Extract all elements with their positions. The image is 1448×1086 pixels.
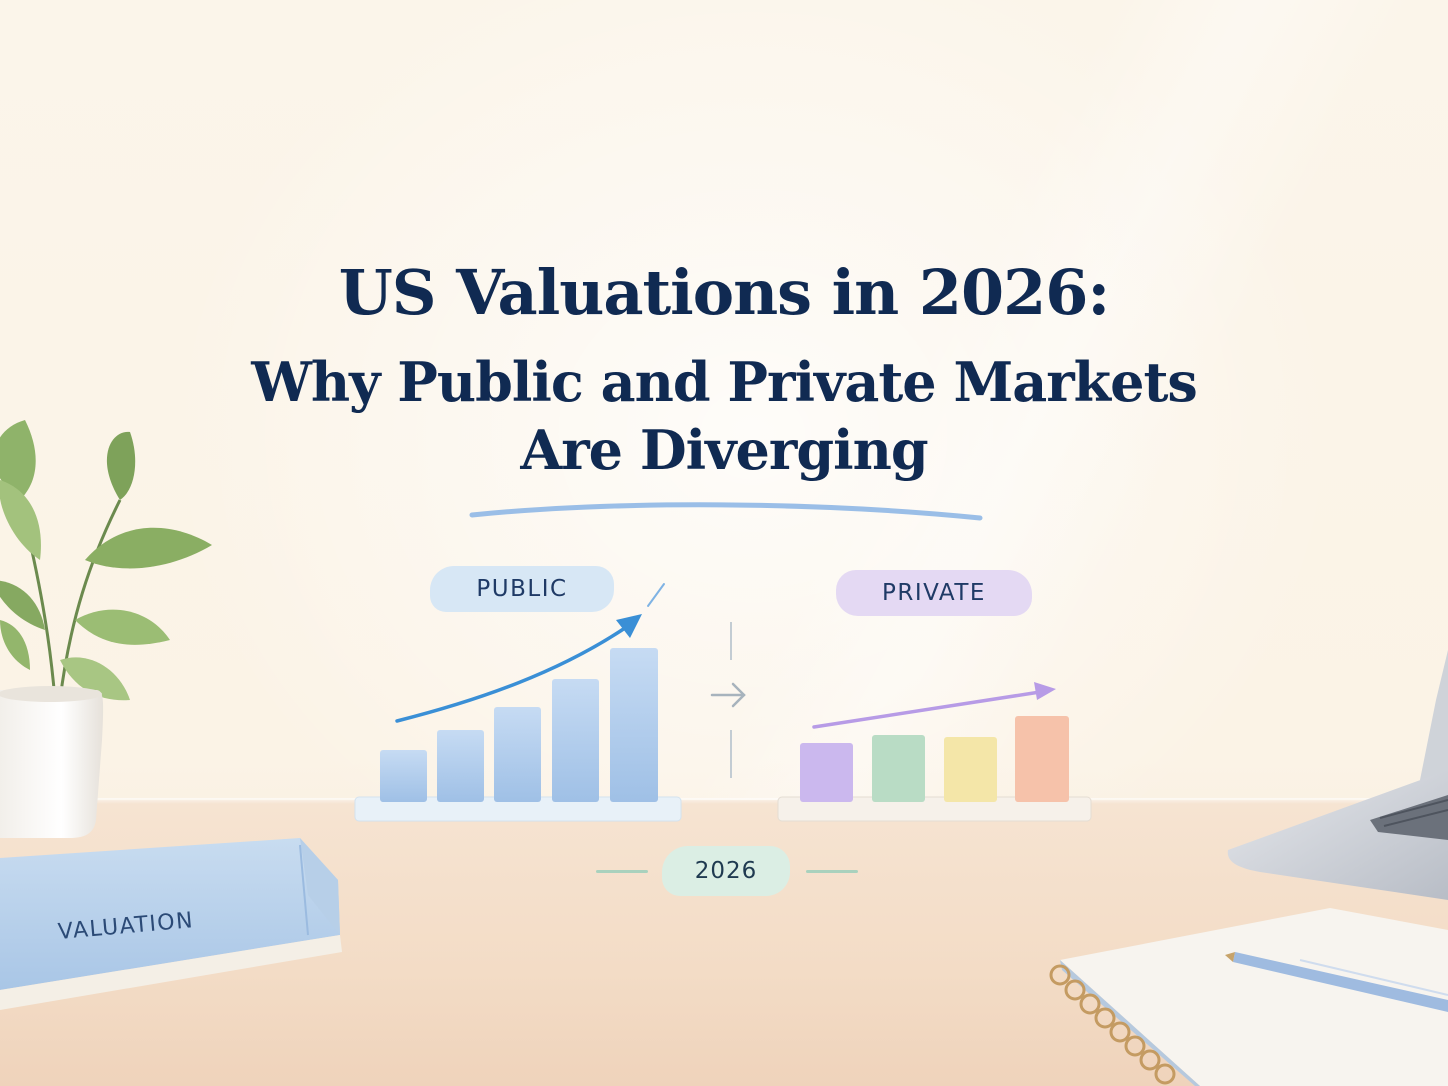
public-bar — [552, 679, 599, 802]
public-bar-chart — [354, 583, 682, 822]
private-bar-chart — [777, 682, 1092, 822]
title-line-2: Why Public and Private Markets — [251, 350, 1198, 414]
year-line-right — [806, 870, 858, 873]
notebook-icon — [1049, 908, 1448, 1086]
year-line-left — [596, 870, 648, 873]
private-trend-arrow — [812, 690, 1042, 729]
public-bar — [610, 648, 658, 802]
private-label: PRIVATE — [836, 570, 1032, 616]
divider — [710, 622, 746, 778]
year-label: 2026 — [662, 846, 790, 896]
plant-icon — [0, 420, 212, 838]
private-bar — [1015, 716, 1069, 802]
title-line-3: Are Diverging — [520, 418, 928, 482]
title-underline — [469, 502, 983, 521]
title-line-1: US Valuations in 2026: — [338, 256, 1111, 329]
public-bar — [380, 750, 427, 802]
private-bar — [872, 735, 925, 802]
public-label: PUBLIC — [430, 566, 614, 612]
private-bar — [800, 743, 853, 802]
public-trend-arrow — [395, 624, 630, 723]
pen-icon — [1225, 952, 1448, 1012]
laptop-icon — [1227, 650, 1448, 900]
private-base — [777, 796, 1092, 822]
arrow-right-icon — [710, 682, 746, 708]
desk-edge — [0, 798, 1448, 804]
public-bar — [494, 707, 541, 802]
public-bar — [437, 730, 484, 802]
private-bar — [944, 737, 997, 802]
book-icon — [0, 838, 342, 1010]
